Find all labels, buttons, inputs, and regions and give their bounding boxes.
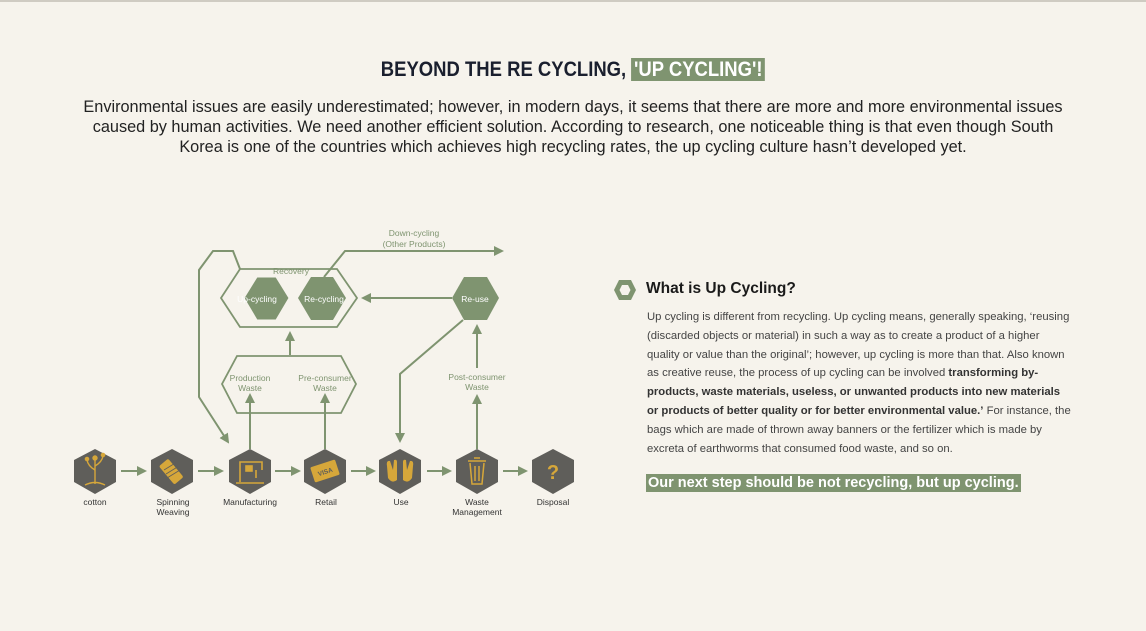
body-bold-text: transforming by-products, waste material…: [647, 367, 1061, 417]
stage-waste-management: Waste Management: [452, 449, 502, 517]
stage-label: Use: [393, 497, 408, 507]
recycling-hex: [298, 277, 346, 320]
downcycling-label-1: Down-cycling: [389, 228, 440, 238]
stage-use: Use: [379, 449, 421, 507]
production-waste-label-1: Production: [230, 373, 271, 383]
reuse-label: Re-use: [461, 294, 489, 304]
stage-disposal: ? Disposal: [532, 449, 574, 507]
upcycling-label: Up-cycling: [237, 294, 277, 304]
top-divider: [0, 0, 1146, 2]
preconsumer-waste-label-2: Waste: [313, 383, 337, 393]
upcycling-hex: [243, 276, 290, 321]
downcycling-label-2: (Other Products): [383, 239, 446, 249]
stage-label: Retail: [315, 497, 337, 507]
page-title: BEYOND THE RE CYCLING, 'UP CYCLING'!: [69, 58, 1077, 82]
intro-paragraph: Environmental issues are easily underest…: [83, 98, 1063, 156]
postconsumer-label-1: Post-consumer: [448, 372, 505, 382]
svg-text:VISA: VISA: [317, 467, 334, 478]
body-text-2: For instance, the bags which are made of…: [647, 404, 1071, 455]
next-step-callout: Our next step should be not recycling, b…: [646, 474, 1021, 492]
reuse-hex: [452, 277, 499, 320]
stage-retail: VISA Retail: [304, 449, 346, 507]
stage-label: Disposal: [537, 497, 570, 507]
plant-icon: [84, 452, 106, 486]
what-is-upcycling-body: Up cycling is different from recycling. …: [647, 308, 1072, 458]
trash-bin-icon: [468, 457, 486, 485]
waste-container: [220, 355, 358, 414]
recovery-container: [219, 268, 359, 328]
recovery-loop-arrow: [198, 250, 241, 444]
recycling-label: Re-cycling: [304, 294, 344, 304]
body-text-1: Up cycling is different from recycling. …: [647, 311, 1070, 380]
credit-card-icon: VISA: [310, 459, 340, 483]
stage-label: cotton: [83, 497, 106, 507]
question-mark-icon: ?: [547, 462, 559, 484]
spool-icon: [159, 459, 183, 484]
stage-manufacturing: Manufacturing: [223, 449, 277, 507]
stage-label: Waste: [465, 497, 489, 507]
production-waste-label-2: Waste: [238, 383, 262, 393]
stage-label-2: Management: [452, 507, 502, 517]
sewing-machine-icon: [236, 461, 264, 484]
stage-label: Spinning: [156, 497, 189, 507]
preconsumer-waste-label-1: Pre-consumer: [298, 373, 352, 383]
downcycling-arrow: [323, 246, 504, 278]
hexagon-bullet-icon: [614, 280, 636, 300]
what-is-upcycling-heading: What is Up Cycling?: [646, 280, 796, 297]
title-highlight: 'UP CYCLING'!: [631, 58, 766, 81]
stage-label-2: Weaving: [157, 507, 190, 517]
recovery-label: Recovery: [273, 266, 310, 276]
postconsumer-label-2: Waste: [465, 382, 489, 392]
hands-icon: [386, 459, 414, 482]
reuse-to-use-arrow: [395, 319, 464, 443]
stage-spinning-weaving: Spinning Weaving: [151, 449, 193, 517]
stage-cotton: cotton: [74, 449, 116, 507]
stage-label: Manufacturing: [223, 497, 277, 507]
title-prefix: BEYOND THE RE CYCLING,: [380, 58, 632, 81]
